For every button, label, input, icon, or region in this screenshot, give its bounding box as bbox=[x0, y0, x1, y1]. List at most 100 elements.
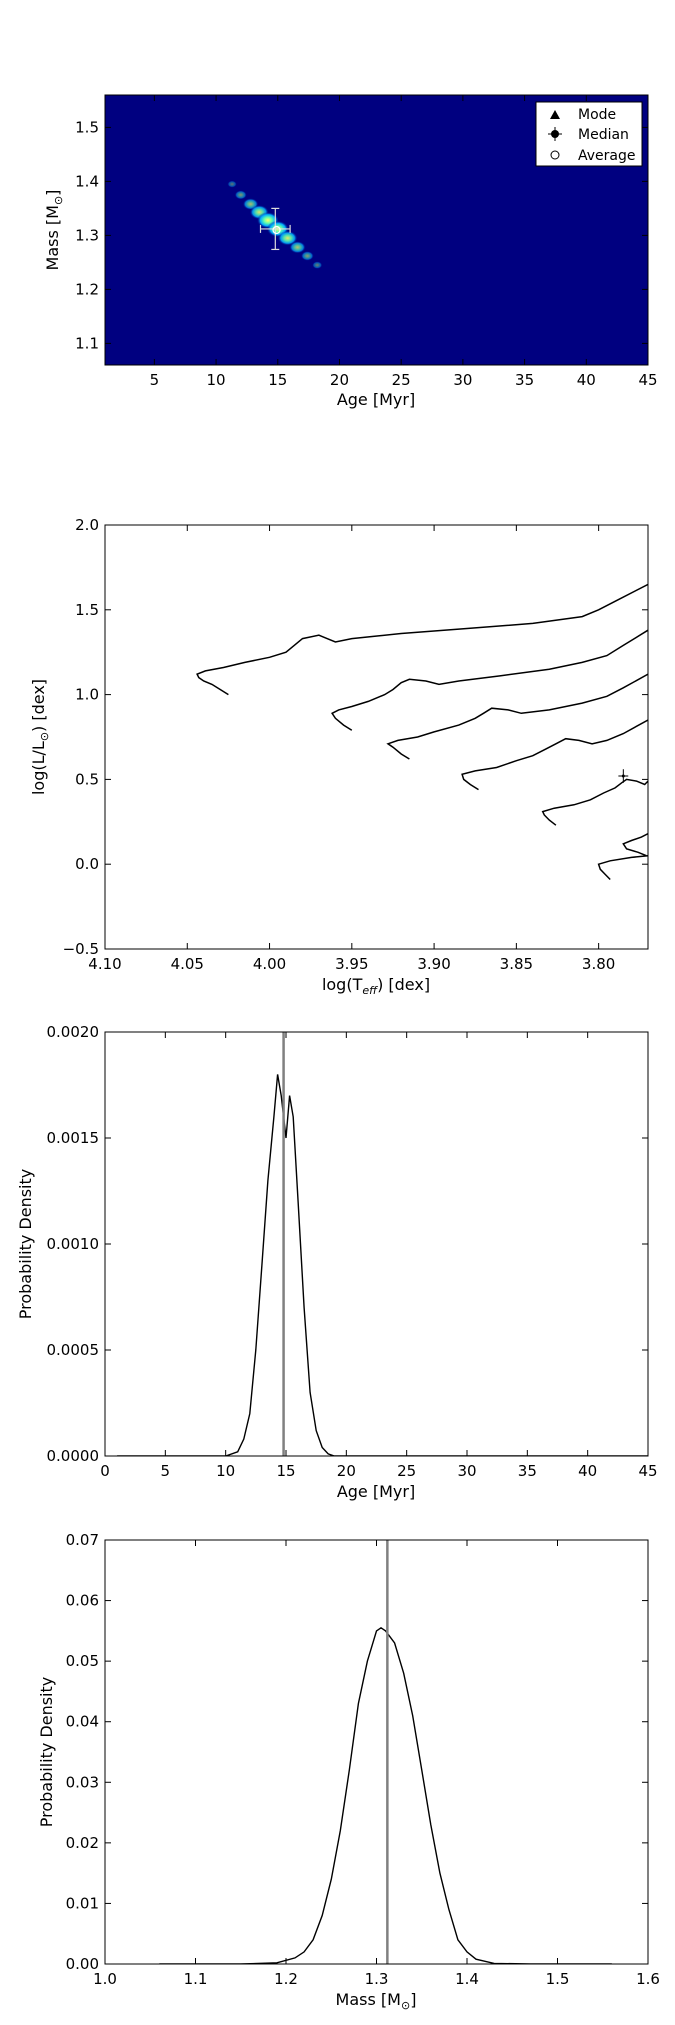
y-tick-label: 2.0 bbox=[75, 516, 99, 534]
isochrone-line bbox=[331, 629, 648, 731]
x-tick-label: 0 bbox=[100, 1462, 110, 1480]
legend-errorbar-icon bbox=[548, 127, 562, 141]
y-tick-label: 0.0000 bbox=[47, 1447, 100, 1465]
x-tick-label: 45 bbox=[638, 371, 657, 389]
plot-area bbox=[105, 525, 648, 949]
x-tick-label: 1.3 bbox=[365, 1970, 389, 1988]
y-axis-label: Probability Density bbox=[37, 1677, 56, 1828]
x-tick-label: 3.85 bbox=[500, 955, 533, 973]
y-tick-label: 0.06 bbox=[66, 1592, 99, 1610]
pdf-line bbox=[117, 1074, 648, 1456]
x-tick-label: 3.90 bbox=[417, 955, 450, 973]
heat-cell bbox=[227, 180, 237, 188]
y-ticks: 1.1 1.2 1.3 1.4 1.5 bbox=[75, 118, 648, 352]
y-tick-label: 0.0015 bbox=[47, 1129, 100, 1147]
x-tick-label: 45 bbox=[638, 1462, 657, 1480]
y-ticks: 0.0000 0.0005 0.0010 0.0015 0.0020 bbox=[47, 1023, 648, 1465]
y-tick-label: 0.05 bbox=[66, 1652, 99, 1670]
x-tick-label: 25 bbox=[392, 371, 411, 389]
legend-triangle-icon bbox=[550, 110, 560, 119]
x-tick-label: 35 bbox=[515, 371, 534, 389]
density-ridge bbox=[227, 180, 323, 269]
x-tick-label: 1.6 bbox=[636, 1970, 660, 1988]
isochrone-line bbox=[196, 583, 648, 696]
mass-pdf-panel: 1.0 1.1 1.2 1.3 1.4 1.5 1.6 0.000.010.020.030.… bbox=[37, 1531, 660, 2012]
x-tick-label: 1.5 bbox=[546, 1970, 570, 1988]
x-axis-label: Mass [M⊙] bbox=[336, 1990, 417, 2012]
y-axis-label: log(L/L⊙) [dex] bbox=[29, 679, 51, 795]
median-marker bbox=[259, 207, 291, 251]
y-tick-label: 0.00 bbox=[66, 1955, 99, 1973]
legend: Mode Median Average bbox=[535, 101, 643, 167]
x-tick-label: 15 bbox=[268, 371, 287, 389]
y-tick-label: 0.5 bbox=[75, 770, 99, 788]
heat-cell bbox=[312, 261, 323, 269]
isochrone-line bbox=[622, 833, 648, 857]
x-axis-label: Age [Myr] bbox=[337, 1482, 415, 1501]
x-ticks: 4.10 4.05 4.00 3.95 3.90 3.85 3.80 bbox=[88, 525, 615, 973]
star-point bbox=[621, 774, 625, 778]
x-tick-label: 5 bbox=[161, 1462, 171, 1480]
age-pdf-curve bbox=[117, 1032, 648, 1456]
x-ticks: 5 10 15 20 25 30 35 40 45 bbox=[150, 95, 658, 389]
y-axis-label: Mass [M⊙] bbox=[43, 190, 65, 271]
y-tick-label: −0.5 bbox=[63, 940, 99, 958]
mass-pdf-curve bbox=[159, 1540, 612, 1964]
y-tick-label: 1.3 bbox=[75, 226, 99, 244]
y-tick-label: 0.0005 bbox=[47, 1341, 100, 1359]
y-tick-label: 0.0010 bbox=[47, 1235, 100, 1253]
isochrone-line bbox=[461, 719, 648, 791]
x-tick-label: 20 bbox=[337, 1462, 356, 1480]
heat-cell bbox=[289, 241, 306, 254]
x-tick-label: 4.00 bbox=[253, 955, 286, 973]
y-ticks: −0.5 0.0 0.5 1.0 1.5 2.0 bbox=[63, 516, 648, 958]
isochrone-tracks bbox=[196, 583, 648, 881]
y-tick-label: 1.0 bbox=[75, 686, 99, 704]
x-tick-label: 30 bbox=[453, 371, 472, 389]
isochrone-line bbox=[597, 854, 648, 881]
y-tick-label: 0.02 bbox=[66, 1834, 99, 1852]
star-errorbar-point bbox=[618, 769, 629, 783]
x-ticks: 1.0 1.1 1.2 1.3 1.4 1.5 1.6 bbox=[93, 1540, 660, 1988]
x-tick-label: 35 bbox=[518, 1462, 537, 1480]
x-tick-label: 1.0 bbox=[93, 1970, 117, 1988]
x-tick-label: 15 bbox=[276, 1462, 295, 1480]
x-tick-label: 3.80 bbox=[582, 955, 615, 973]
y-ticks: 0.00 0.01 0.02 0.03 0.04 0.05 0.06 0.07 bbox=[66, 1531, 648, 1973]
legend-label-median: Median bbox=[578, 127, 629, 143]
x-tick-label: 1.2 bbox=[274, 1970, 298, 1988]
plot-area bbox=[105, 1540, 648, 1964]
pdf-line bbox=[159, 1626, 612, 1964]
plot-frame bbox=[104, 94, 649, 366]
legend-label-mode: Mode bbox=[578, 107, 616, 123]
x-tick-label: 5 bbox=[150, 371, 160, 389]
heat-cell bbox=[277, 230, 298, 246]
y-tick-label: 0.07 bbox=[66, 1531, 99, 1549]
legend-label-average: Average bbox=[578, 148, 636, 164]
age-pdf-panel: 0 5 10 15 20 25 30 35 40 45 0.00000.00050.00100.0… bbox=[16, 1023, 658, 1501]
average-marker bbox=[272, 225, 281, 235]
y-tick-label: 0.01 bbox=[66, 1894, 99, 1912]
x-tick-label: 4.05 bbox=[171, 955, 204, 973]
mass-age-heatmap-panel: 5 10 15 20 25 30 35 40 45 1.1 1.2 1.3 1.4 1.5 Age [M… bbox=[43, 94, 658, 409]
x-ticks: 0 5 10 15 20 25 30 35 40 45 bbox=[100, 1032, 658, 1480]
y-tick-label: 0.0020 bbox=[47, 1023, 100, 1041]
heat-cell bbox=[300, 251, 314, 261]
y-tick-label: 1.4 bbox=[75, 172, 99, 190]
y-tick-label: 1.5 bbox=[75, 118, 99, 136]
x-tick-label: 10 bbox=[216, 1462, 235, 1480]
x-axis-label: log(Teff) [dex] bbox=[322, 975, 430, 997]
x-tick-label: 40 bbox=[578, 1462, 597, 1480]
x-tick-label: 10 bbox=[207, 371, 226, 389]
y-tick-label: 1.5 bbox=[75, 601, 99, 619]
x-tick-label: 3.95 bbox=[335, 955, 368, 973]
x-tick-label: 25 bbox=[397, 1462, 416, 1480]
y-axis-label: Probability Density bbox=[16, 1169, 35, 1320]
isochrone-line bbox=[541, 778, 648, 826]
isochrone-line bbox=[386, 673, 648, 760]
x-tick-label: 30 bbox=[457, 1462, 476, 1480]
hr-diagram-panel: 4.10 4.05 4.00 3.95 3.90 3.85 3.80 −0.5 0.0 0.5 1… bbox=[29, 516, 649, 997]
y-tick-label: 0.04 bbox=[66, 1713, 99, 1731]
